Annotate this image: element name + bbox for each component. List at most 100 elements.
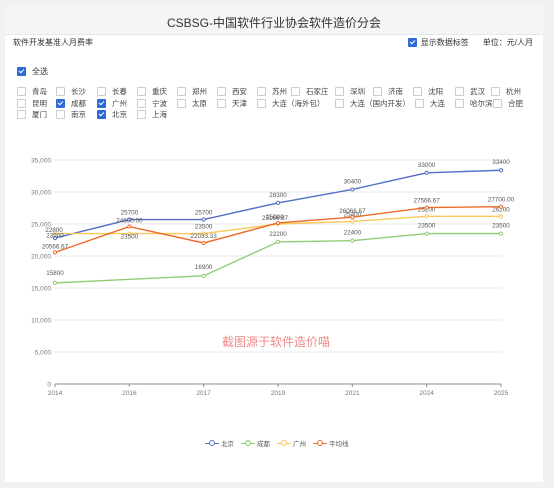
city-option[interactable]: 大连（国内开发） xyxy=(335,98,410,109)
data-point xyxy=(275,239,281,245)
city-option[interactable]: 成都 xyxy=(56,98,86,109)
city-checkbox[interactable] xyxy=(137,98,146,108)
legend-item[interactable]: 北京 xyxy=(205,438,234,448)
show-labels-checkbox[interactable] xyxy=(407,38,417,47)
data-label: 33000 xyxy=(418,162,436,169)
city-label: 昆明 xyxy=(32,98,47,108)
data-point xyxy=(127,217,132,222)
city-checkbox[interactable] xyxy=(177,87,186,96)
city-option[interactable]: 宁波 xyxy=(137,98,167,109)
city-checkbox[interactable] xyxy=(137,110,146,119)
x-tick-label: 2016 xyxy=(122,390,137,397)
city-checkbox[interactable] xyxy=(493,98,502,108)
city-checkbox[interactable] xyxy=(56,110,65,119)
city-label: 沈阳 xyxy=(428,87,443,96)
legend-item[interactable]: 广州 xyxy=(277,438,306,448)
city-option[interactable]: 青岛 xyxy=(17,86,47,97)
city-option[interactable]: 上海 xyxy=(137,109,167,120)
city-label: 杭州 xyxy=(506,87,521,96)
data-point xyxy=(350,238,355,243)
data-label: 23500 xyxy=(418,223,436,230)
data-label: 23500 xyxy=(46,233,64,240)
y-tick-label: 10,000 xyxy=(31,318,51,325)
city-option[interactable]: 西安 xyxy=(217,86,247,97)
data-label: 25700 xyxy=(121,210,139,217)
city-checkbox[interactable] xyxy=(413,87,422,96)
data-point xyxy=(201,240,206,246)
city-option[interactable]: 武汉 xyxy=(455,86,485,97)
city-option[interactable]: 杭州 xyxy=(491,86,521,97)
city-option[interactable]: 长沙 xyxy=(56,86,86,97)
city-option[interactable]: 厦门 xyxy=(17,109,47,120)
city-checkbox[interactable] xyxy=(56,98,65,108)
city-option[interactable]: 深圳 xyxy=(335,86,365,97)
city-option[interactable]: 合肥 xyxy=(493,98,523,109)
city-option[interactable]: 重庆 xyxy=(137,86,167,97)
city-checkbox[interactable] xyxy=(56,87,65,96)
city-option[interactable]: 长春 xyxy=(97,86,127,97)
city-checkbox[interactable] xyxy=(17,98,26,108)
data-point xyxy=(350,215,355,220)
data-label: 24600.00 xyxy=(116,218,143,225)
select-all-checkbox[interactable] xyxy=(17,67,26,76)
city-checkbox[interactable] xyxy=(335,98,344,108)
data-point xyxy=(201,217,206,222)
city-checkbox[interactable] xyxy=(373,87,382,96)
x-tick-label: 2014 xyxy=(48,390,63,397)
city-checkbox[interactable] xyxy=(17,110,26,119)
city-option[interactable]: 哈尔滨 xyxy=(455,98,493,109)
city-checkbox[interactable] xyxy=(17,87,26,96)
city-label: 南京 xyxy=(71,110,86,119)
data-label: 27566.67 xyxy=(414,198,441,205)
city-checkbox[interactable] xyxy=(415,98,424,108)
city-label: 成都 xyxy=(71,98,86,108)
city-checkbox[interactable] xyxy=(257,87,266,96)
city-label: 大连（海外包） xyxy=(272,98,325,108)
city-checkbox[interactable] xyxy=(455,98,464,108)
city-checkbox[interactable] xyxy=(257,98,266,108)
city-option[interactable]: 郑州 xyxy=(177,86,207,97)
city-checkbox[interactable] xyxy=(291,87,300,96)
data-label: 25166.67 xyxy=(262,215,289,222)
city-option[interactable]: 大连（海外包） xyxy=(257,98,325,109)
city-option[interactable]: 北京 xyxy=(97,109,127,120)
select-all[interactable]: 全选 xyxy=(17,66,48,77)
city-option[interactable]: 天津 xyxy=(217,98,247,109)
select-all-label: 全选 xyxy=(32,67,48,76)
city-option[interactable]: 济南 xyxy=(373,86,403,97)
city-checkbox[interactable] xyxy=(335,87,344,96)
city-checkbox[interactable] xyxy=(217,87,226,96)
data-label: 22800 xyxy=(45,227,63,234)
city-option[interactable]: 南京 xyxy=(56,109,86,120)
city-option[interactable]: 太原 xyxy=(177,98,207,109)
x-tick-label: 2025 xyxy=(494,390,509,397)
city-label: 上海 xyxy=(152,110,167,119)
data-label: 26200 xyxy=(492,206,510,213)
city-option[interactable]: 大连 xyxy=(415,98,445,109)
city-checkbox[interactable] xyxy=(177,98,186,108)
city-option[interactable]: 广州 xyxy=(97,98,127,109)
legend-marker xyxy=(313,440,327,446)
city-checkbox[interactable] xyxy=(217,98,226,108)
data-point xyxy=(424,170,429,175)
city-checkbox[interactable] xyxy=(491,87,500,96)
legend-item[interactable]: 成都 xyxy=(241,438,270,448)
city-label: 厦门 xyxy=(32,110,47,119)
city-option[interactable]: 昆明 xyxy=(17,98,47,109)
city-checkbox[interactable] xyxy=(97,98,106,108)
legend-marker xyxy=(277,440,291,446)
chart-subtitle: 软件开发基准人月费率 xyxy=(13,38,93,47)
city-option[interactable]: 石家庄 xyxy=(291,86,329,97)
city-checkbox[interactable] xyxy=(97,110,106,119)
city-label: 广州 xyxy=(112,98,127,108)
city-checkbox[interactable] xyxy=(137,87,146,96)
city-option[interactable]: 苏州 xyxy=(257,86,287,97)
city-checkbox[interactable] xyxy=(455,87,464,96)
legend-label: 广州 xyxy=(293,441,306,448)
y-tick-label: 5,000 xyxy=(35,350,52,357)
city-option[interactable]: 沈阳 xyxy=(413,86,443,97)
legend-item[interactable]: 平均线 xyxy=(313,438,349,448)
city-checkbox[interactable] xyxy=(97,87,106,96)
data-point xyxy=(350,187,355,192)
data-label: 23500 xyxy=(121,234,139,241)
